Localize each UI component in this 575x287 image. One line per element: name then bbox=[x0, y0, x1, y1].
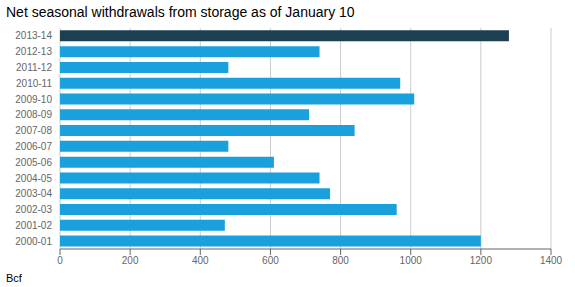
svg-text:800: 800 bbox=[332, 255, 349, 266]
svg-text:2013-14: 2013-14 bbox=[15, 30, 52, 41]
svg-text:2007-08: 2007-08 bbox=[15, 125, 52, 136]
svg-text:2004-05: 2004-05 bbox=[15, 173, 52, 184]
svg-text:2000-01: 2000-01 bbox=[15, 236, 52, 247]
svg-text:200: 200 bbox=[122, 255, 139, 266]
svg-text:2003-04: 2003-04 bbox=[15, 188, 52, 199]
svg-text:2002-03: 2002-03 bbox=[15, 204, 52, 215]
svg-text:0: 0 bbox=[57, 255, 63, 266]
svg-text:1200: 1200 bbox=[470, 255, 493, 266]
svg-text:2010-11: 2010-11 bbox=[16, 78, 52, 89]
html-text:Net seasonal withdrawals from: Net seasonal withdrawals from storage as… bbox=[6, 4, 355, 20]
svg-text:400: 400 bbox=[192, 255, 209, 266]
svg-text:2006-07: 2006-07 bbox=[15, 141, 52, 152]
svg-text:2001-02: 2001-02 bbox=[15, 220, 52, 231]
svg-text:2008-09: 2008-09 bbox=[15, 109, 52, 120]
svg-text:2009-10: 2009-10 bbox=[15, 94, 52, 105]
svg-text:1400: 1400 bbox=[540, 255, 563, 266]
svg-text:2005-06: 2005-06 bbox=[15, 157, 52, 168]
svg-text:600: 600 bbox=[262, 255, 279, 266]
svg-text:1000: 1000 bbox=[400, 255, 423, 266]
html-text:Bcf: Bcf bbox=[6, 272, 22, 284]
svg-text:2011-12: 2011-12 bbox=[16, 62, 52, 73]
svg-text:2012-13: 2012-13 bbox=[15, 46, 52, 57]
